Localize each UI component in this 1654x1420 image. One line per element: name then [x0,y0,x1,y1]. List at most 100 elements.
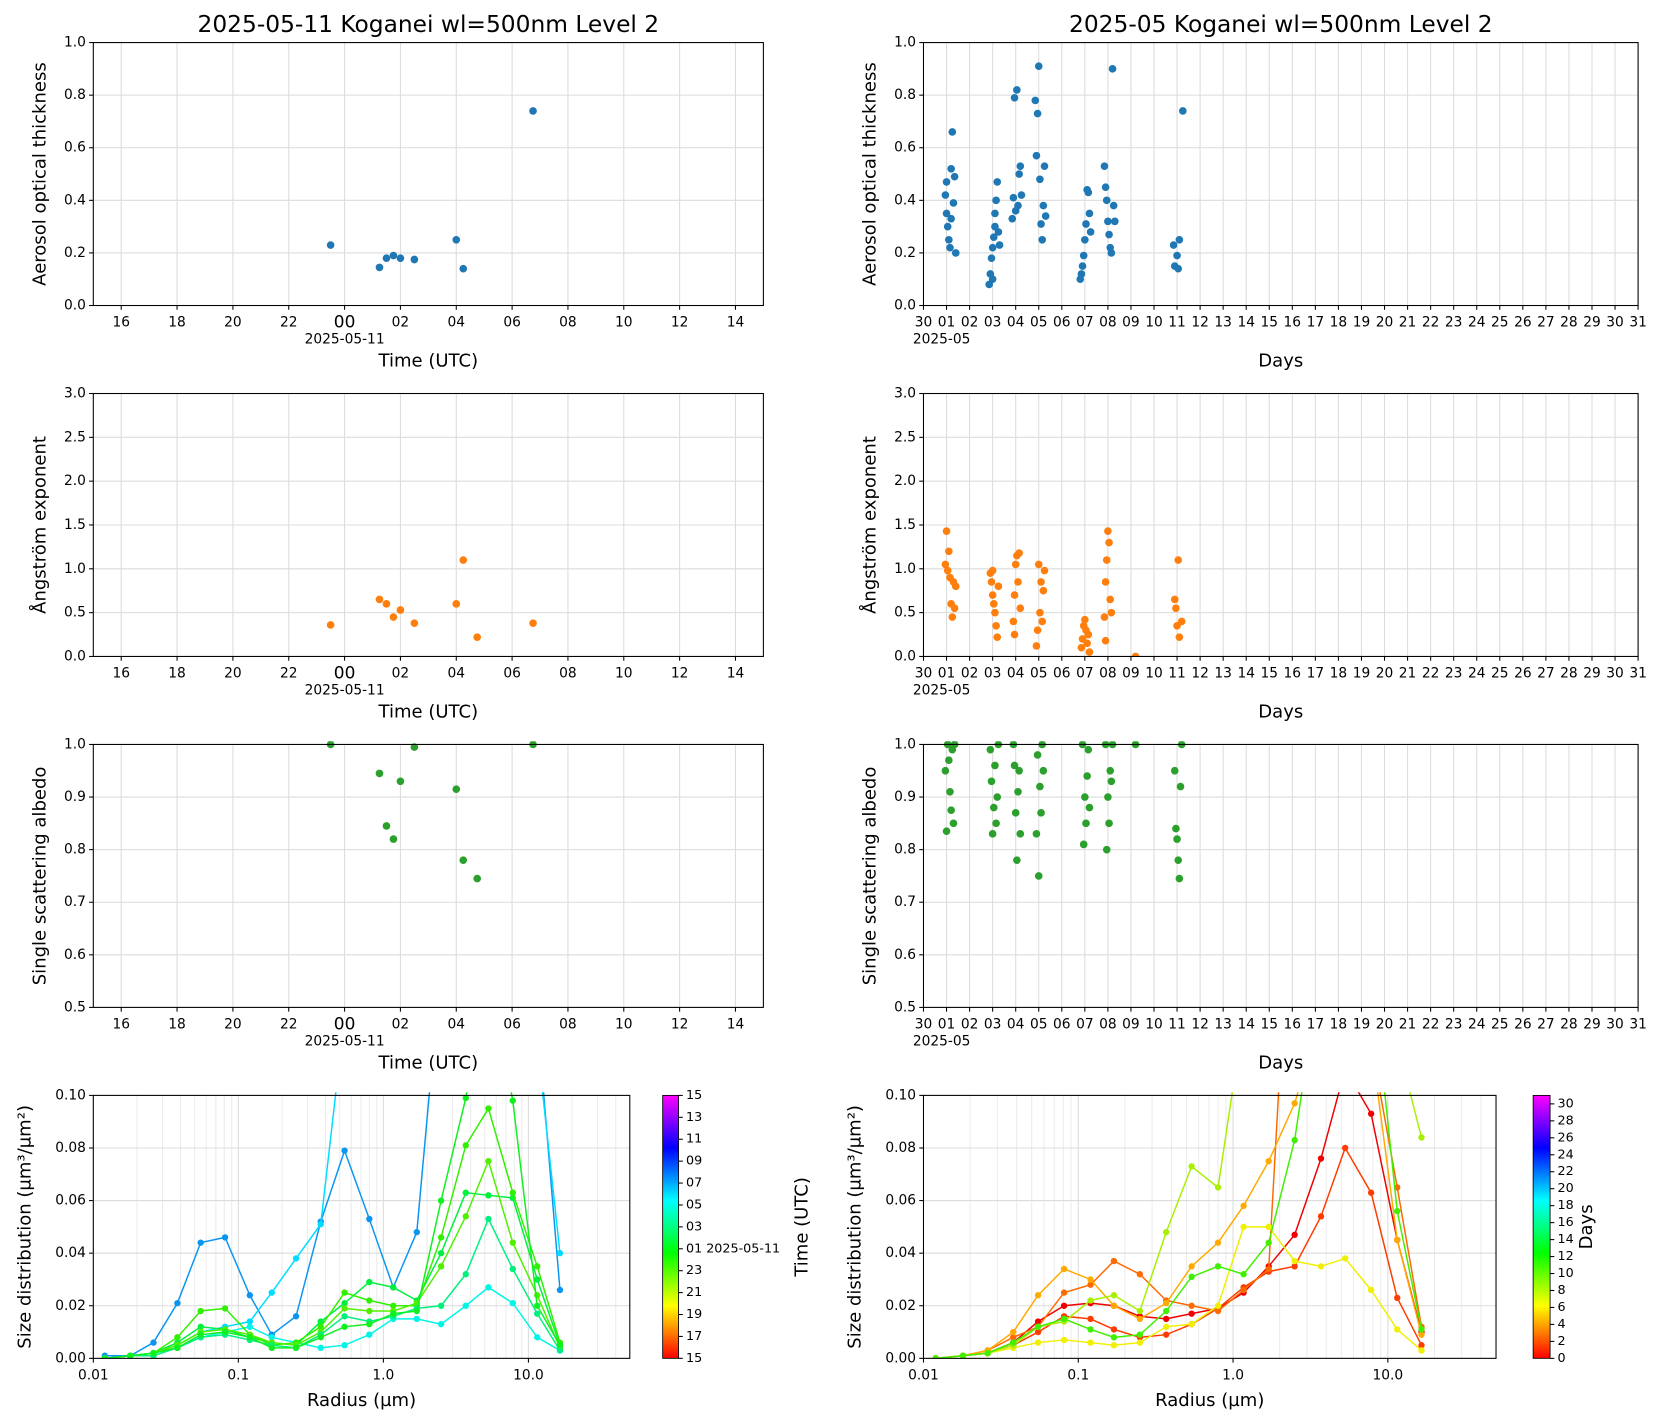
x-tick-label: 1.0 [1222,1367,1244,1383]
y-tick-label: 0.0 [64,298,86,314]
x-axis-label: Time (UTC) [378,702,479,723]
x-tick-label: 10 [615,1016,633,1032]
series-point [485,1284,492,1291]
series-point [534,1263,541,1270]
point [1107,249,1116,257]
series-point [1060,1289,1068,1296]
y-axis-label: Size distribution (µm³/µm²) [14,1105,35,1349]
x-tick-label: 25 [1491,314,1509,330]
point [1036,175,1044,184]
x-tick-label: 09 [1122,314,1140,330]
point [941,191,950,199]
series-point [1110,1257,1118,1265]
series-point [1188,1163,1195,1170]
series-point [1110,1326,1118,1333]
x-tick-label: 27 [1537,665,1555,681]
point [949,199,958,207]
x-tick-label: 24 [1468,1016,1486,1032]
x-tick-label: 30 [1606,665,1624,681]
x-tick-label: 20 [1376,1016,1394,1032]
x-tick-label: 30 [1606,314,1624,330]
point [1175,874,1184,883]
point [1033,751,1042,759]
x-date-label: 2025-05-11 [305,1033,385,1049]
series-point [1265,1265,1272,1273]
point [1174,856,1183,864]
x-date-label: 2025-05 [913,682,971,698]
point [1131,652,1140,657]
x-tick-label: 13 [1214,314,1232,330]
series-point [1087,1326,1094,1333]
x-tick-label: 16 [1284,665,1302,681]
y-tick-label: 1.5 [894,517,916,533]
point [945,547,953,556]
y-tick-label: 1.0 [64,35,86,51]
point [1032,151,1041,160]
series-point [485,1105,492,1112]
series-point [1394,1236,1401,1244]
series-point [268,1334,275,1341]
x-tick-label: 15 [1260,314,1278,330]
point [1034,872,1043,880]
y-tick-label: 0.00 [885,1350,916,1366]
colorbar-tick-label: 07 [686,1175,702,1190]
series-point [509,1189,516,1196]
point [1009,617,1018,626]
plot-area [101,1092,564,1359]
series-point [1240,1223,1247,1231]
point [1175,633,1184,641]
point [1170,595,1179,604]
panel: 0.00 0.02 0.04 0.06 0.08 0.10 0.01 0.1 1.0 10.0 Ra… [14,1087,813,1411]
x-tick-label: 02 [961,314,979,330]
series-point [101,1355,108,1359]
point [459,264,468,273]
y-tick-label: 0.8 [894,87,916,103]
point [1085,803,1094,812]
colorbar-tick-label: 6 [1558,1299,1566,1314]
y-tick-label: 0.6 [894,947,916,963]
point [1084,188,1093,197]
y-tick-label: 0.6 [64,140,86,156]
series-point [366,1215,373,1223]
x-tick-label: 06 [503,665,521,681]
point [1010,93,1019,102]
series-point [292,1255,300,1262]
colorbar-tick-label: 16 [1558,1214,1574,1229]
series-point [485,1192,492,1199]
y-tick-label: 0.6 [64,947,86,963]
colorbar-tick-label: 13 [686,1109,702,1124]
series-point [221,1234,229,1241]
point [1081,235,1089,244]
x-tick-label: 05 [1030,665,1048,681]
y-tick-label: 2.0 [64,473,86,489]
series-point [1291,1263,1298,1270]
series-point [413,1307,420,1315]
x-tick-label: 07 [1076,314,1094,330]
panel: 0.5 0.6 0.7 0.8 0.9 1.0 16 18 20 22 00 02 04 06 08 10 12… [29,736,764,1074]
point [410,743,419,751]
x-tick-label: 20 [224,665,242,681]
y-tick-label: 0.8 [64,87,86,103]
series-point [341,1299,348,1307]
x-tick-label: 25 [1491,1016,1509,1032]
point [989,600,998,608]
point [1041,212,1050,220]
series-point [1087,1315,1094,1323]
series-point [1163,1331,1170,1338]
series-point [1188,1320,1195,1328]
point [1081,793,1089,801]
point [1081,615,1089,624]
y-tick-label: 0.4 [64,192,86,208]
panel: 0.0 0.5 1.0 1.5 2.0 2.5 3.0 16 18 20 22 00 02 04 06 08 1… [28,386,764,723]
x-date-label: 2025-05 [913,331,971,347]
colorbar-label: Time (UTC) [792,1177,813,1278]
x-tick-label: 13 [1214,1016,1232,1032]
point [1010,630,1019,639]
x-tick-label: 02 [392,1016,410,1032]
point [1036,782,1044,791]
x-tick-label: 05 [1030,314,1048,330]
series-point [534,1302,541,1309]
point [1105,538,1113,547]
x-tick-label: 04 [1007,665,1025,681]
series-point [366,1307,373,1315]
